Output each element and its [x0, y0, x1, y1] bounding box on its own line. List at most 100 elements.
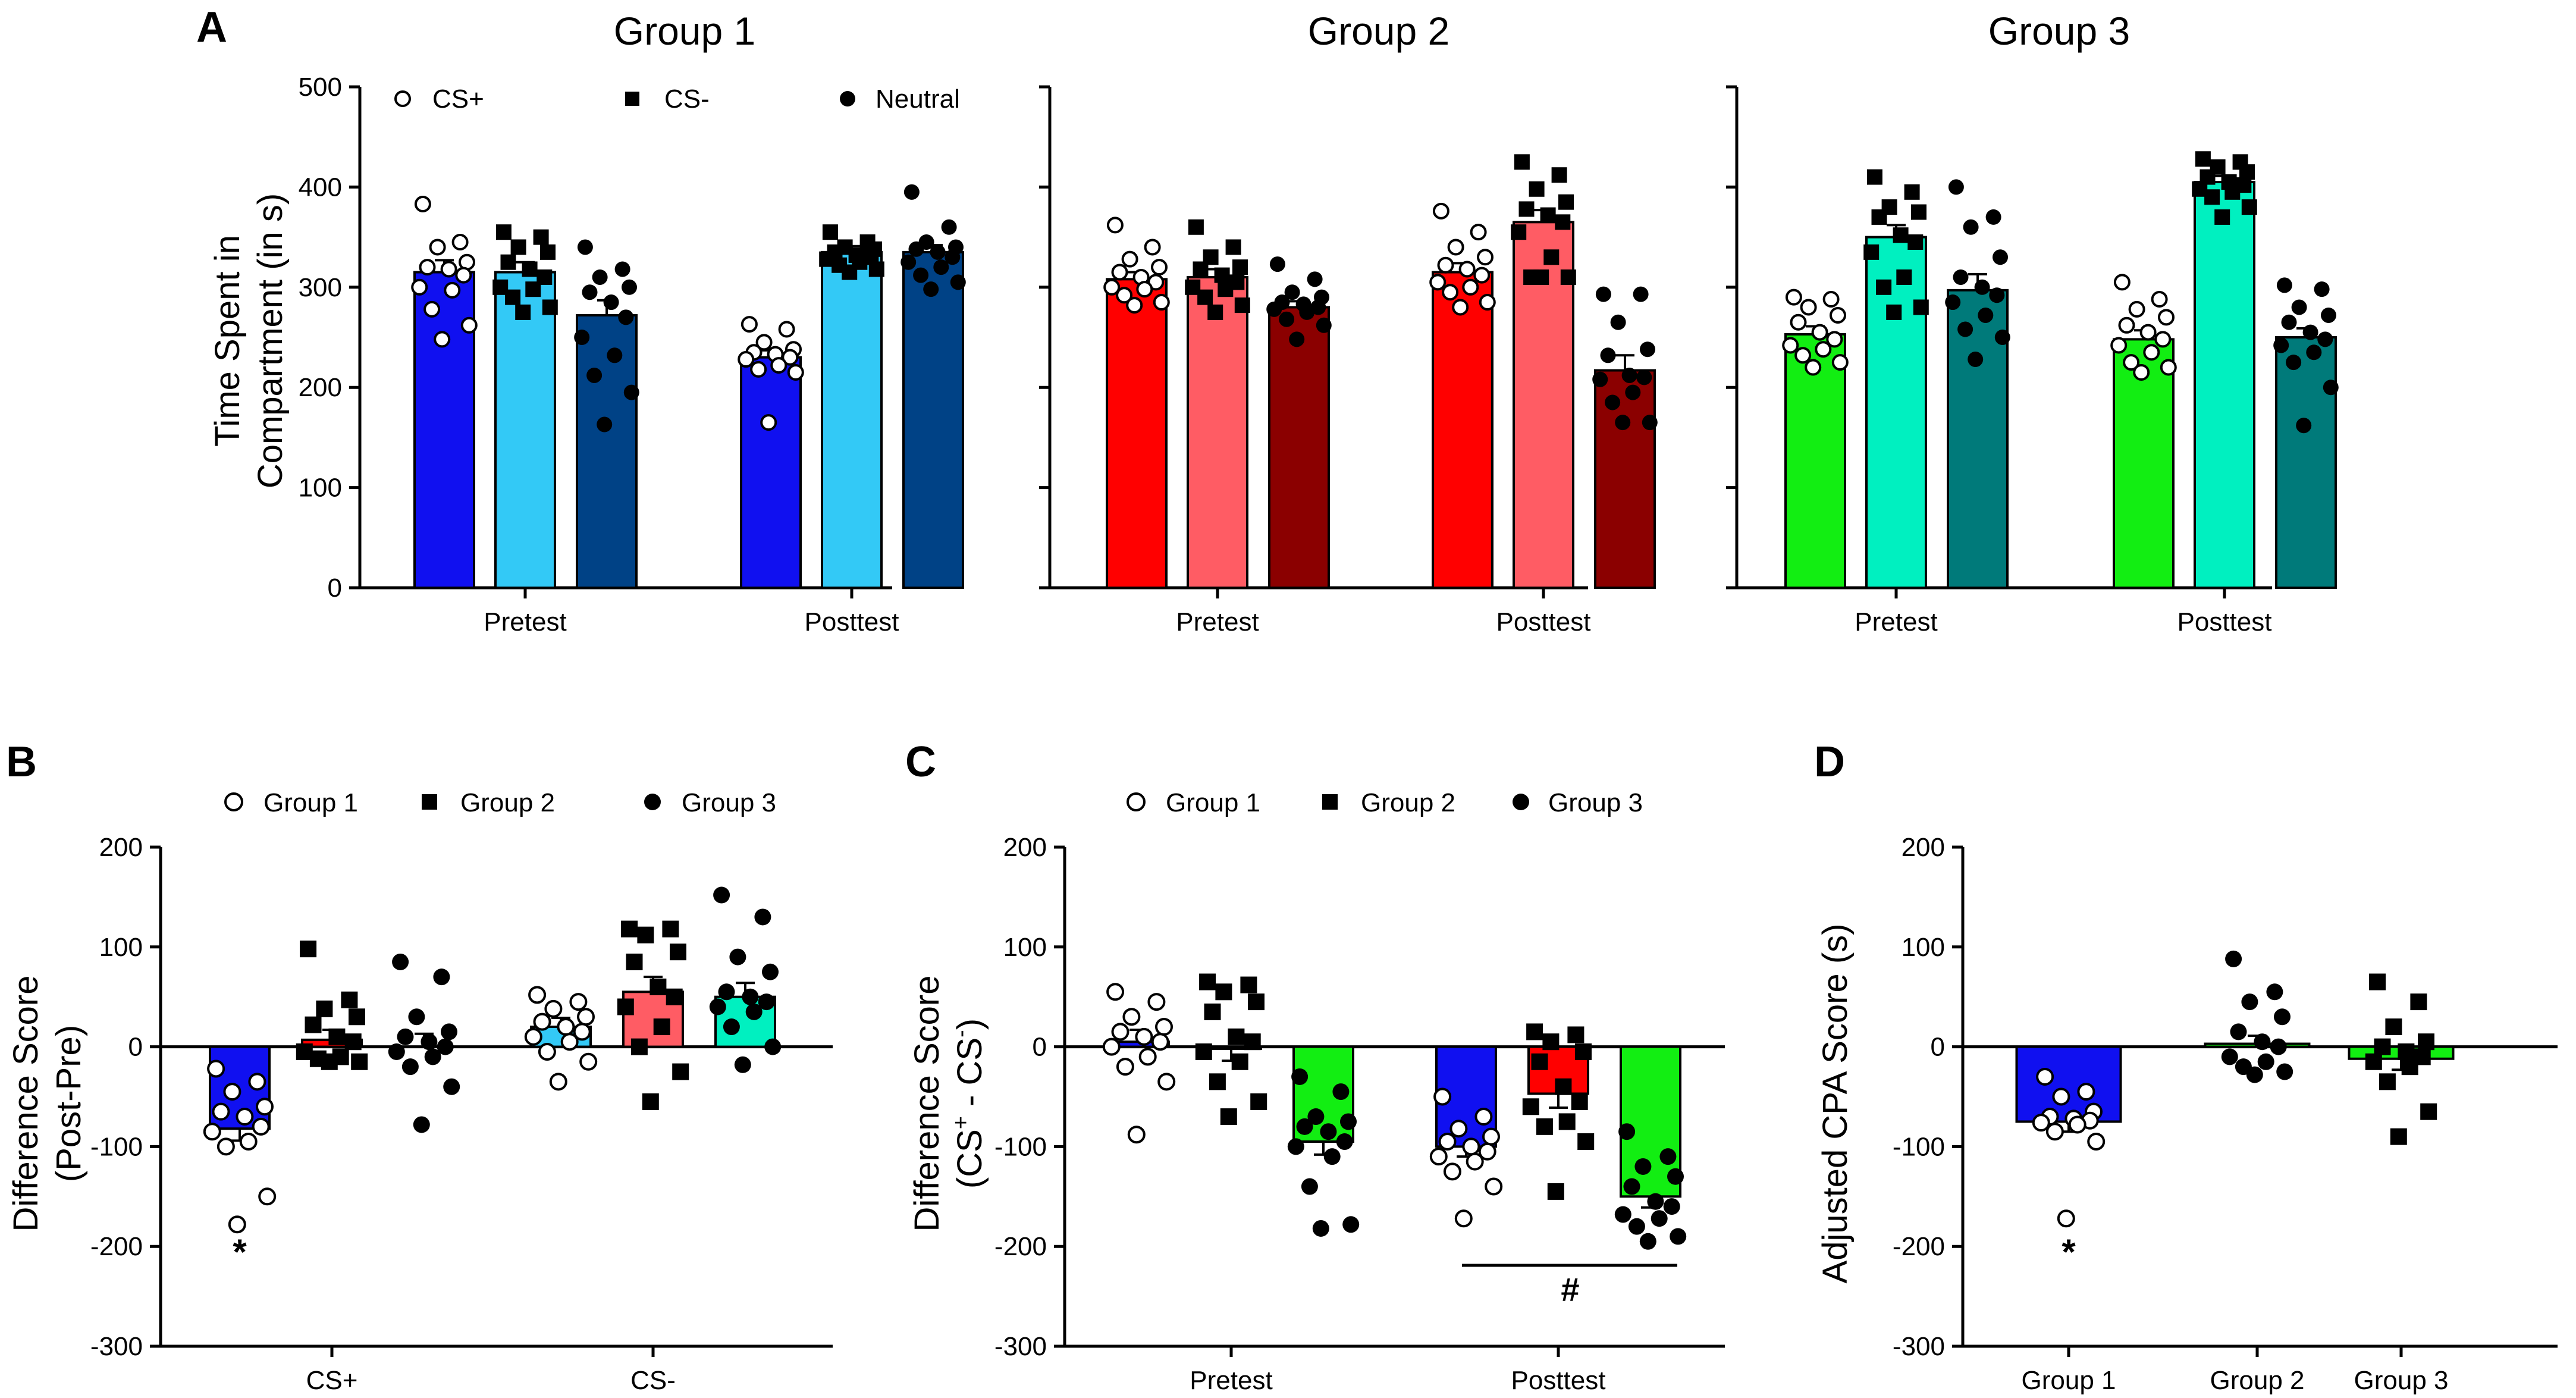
panel-b-plot: -300 -200 -100 0 100 200 CS+ CS- [90, 833, 833, 1395]
data-point [1831, 354, 1849, 371]
data-point [1438, 1133, 1457, 1151]
legend-label-group1: Group 1 [263, 788, 358, 817]
data-point [1634, 1158, 1652, 1175]
panel-a-ylabel-line2: Compartment (in s) [251, 193, 290, 488]
data-point [758, 993, 775, 1011]
data-point [1866, 169, 1882, 185]
data-point [2133, 363, 2150, 381]
data-point [1225, 239, 1241, 255]
data-point [930, 244, 946, 260]
data-point [1155, 1018, 1173, 1036]
data-point [741, 316, 758, 333]
data-point [2306, 344, 2322, 361]
data-point [577, 239, 593, 255]
legend-marker-group1 [224, 792, 243, 811]
data-point [2274, 1008, 2291, 1026]
data-point [1199, 973, 1216, 990]
data-point [1863, 244, 1880, 260]
bar [2113, 338, 2175, 589]
data-point [1429, 274, 1447, 291]
data-point [1234, 297, 1250, 314]
data-point [1447, 239, 1464, 256]
data-point [328, 1028, 346, 1045]
data-point [392, 953, 409, 970]
data-point [522, 261, 538, 277]
data-point [1547, 1183, 1564, 1200]
data-point [414, 196, 431, 213]
data-point [745, 1003, 763, 1020]
data-point [1518, 201, 1535, 217]
data-point [1826, 331, 1843, 348]
data-point [1896, 269, 1912, 285]
data-point [1209, 1073, 1226, 1090]
data-point [443, 1078, 460, 1095]
data-point [419, 259, 436, 276]
data-point [1558, 194, 1574, 210]
data-point [1575, 1043, 1592, 1060]
data-point [1555, 214, 1571, 230]
data-point [742, 988, 759, 1005]
data-point [2257, 1053, 2274, 1070]
data-point [440, 261, 457, 278]
data-point [542, 299, 558, 315]
data-point [1470, 224, 1487, 241]
data-point [423, 300, 441, 318]
data-point [1621, 367, 1637, 383]
legend-marker-neutral [840, 91, 855, 106]
data-point [764, 1038, 782, 1055]
panel-b-significance-star: * [233, 1232, 247, 1272]
legend-label-group3: Group 3 [682, 788, 776, 817]
data-point [1625, 384, 1641, 400]
data-point [344, 1033, 362, 1051]
data-point [533, 1013, 551, 1031]
x-tick-label: Pretest [484, 607, 566, 637]
panel-c-plot: -300 -200 -100 0 100 200 Pretest Posttest [994, 833, 1725, 1395]
data-point [2128, 300, 2145, 318]
data-point [1577, 1133, 1595, 1151]
panel-d-ylabel: Adjusted CPA Score (s) [1816, 924, 1855, 1284]
data-point [607, 347, 623, 363]
data-point [1633, 286, 1649, 302]
data-point [1782, 337, 1799, 354]
y-tick-label: 300 [299, 273, 342, 302]
legend-marker-group3 [1513, 794, 1529, 810]
data-point [1618, 1123, 1636, 1140]
data-point [2113, 274, 2131, 291]
data-point [672, 1063, 689, 1080]
data-point [1296, 1118, 1313, 1135]
y-tick-label: 0 [1931, 1033, 1945, 1062]
x-tick-label: Group 1 [2022, 1366, 2116, 1395]
data-point [1623, 1178, 1640, 1195]
panel-letter-a: A [196, 4, 227, 51]
panel-a-group2-plot: Pretest Posttest [1039, 85, 1658, 637]
data-point [1323, 1148, 1341, 1165]
data-point [401, 1058, 419, 1076]
data-point [2110, 337, 2128, 354]
legend-label-cs-plus: CS+ [432, 84, 484, 114]
data-point [2160, 359, 2177, 376]
data-point [2214, 209, 2230, 225]
data-point [444, 281, 461, 299]
bar [1268, 306, 1330, 589]
data-point [1911, 204, 1926, 220]
data-point [1111, 264, 1128, 281]
legend-label-neutral: Neutral [876, 84, 960, 114]
data-point [603, 294, 619, 311]
y-tick-label: 200 [1003, 833, 1047, 862]
x-tick-label: Pretest [1190, 1366, 1272, 1395]
data-point [1989, 287, 2005, 303]
legend-label-group3: Group 3 [1548, 788, 1643, 817]
data-point [582, 284, 598, 300]
data-point [1452, 299, 1469, 316]
x-tick-label: Pretest [1855, 607, 1937, 637]
data-point [236, 1108, 254, 1126]
legend-label-group2: Group 2 [460, 788, 555, 817]
data-point [2254, 1033, 2271, 1051]
data-point [950, 274, 966, 290]
data-point [1543, 249, 1560, 265]
data-point [1531, 1053, 1548, 1070]
data-point [2323, 380, 2339, 396]
panel-d-plot: -300 -200 -100 0 100 200 Group 1 Group 2 Group 3 [1893, 833, 2558, 1395]
data-point [421, 1033, 438, 1051]
data-point [515, 304, 531, 320]
